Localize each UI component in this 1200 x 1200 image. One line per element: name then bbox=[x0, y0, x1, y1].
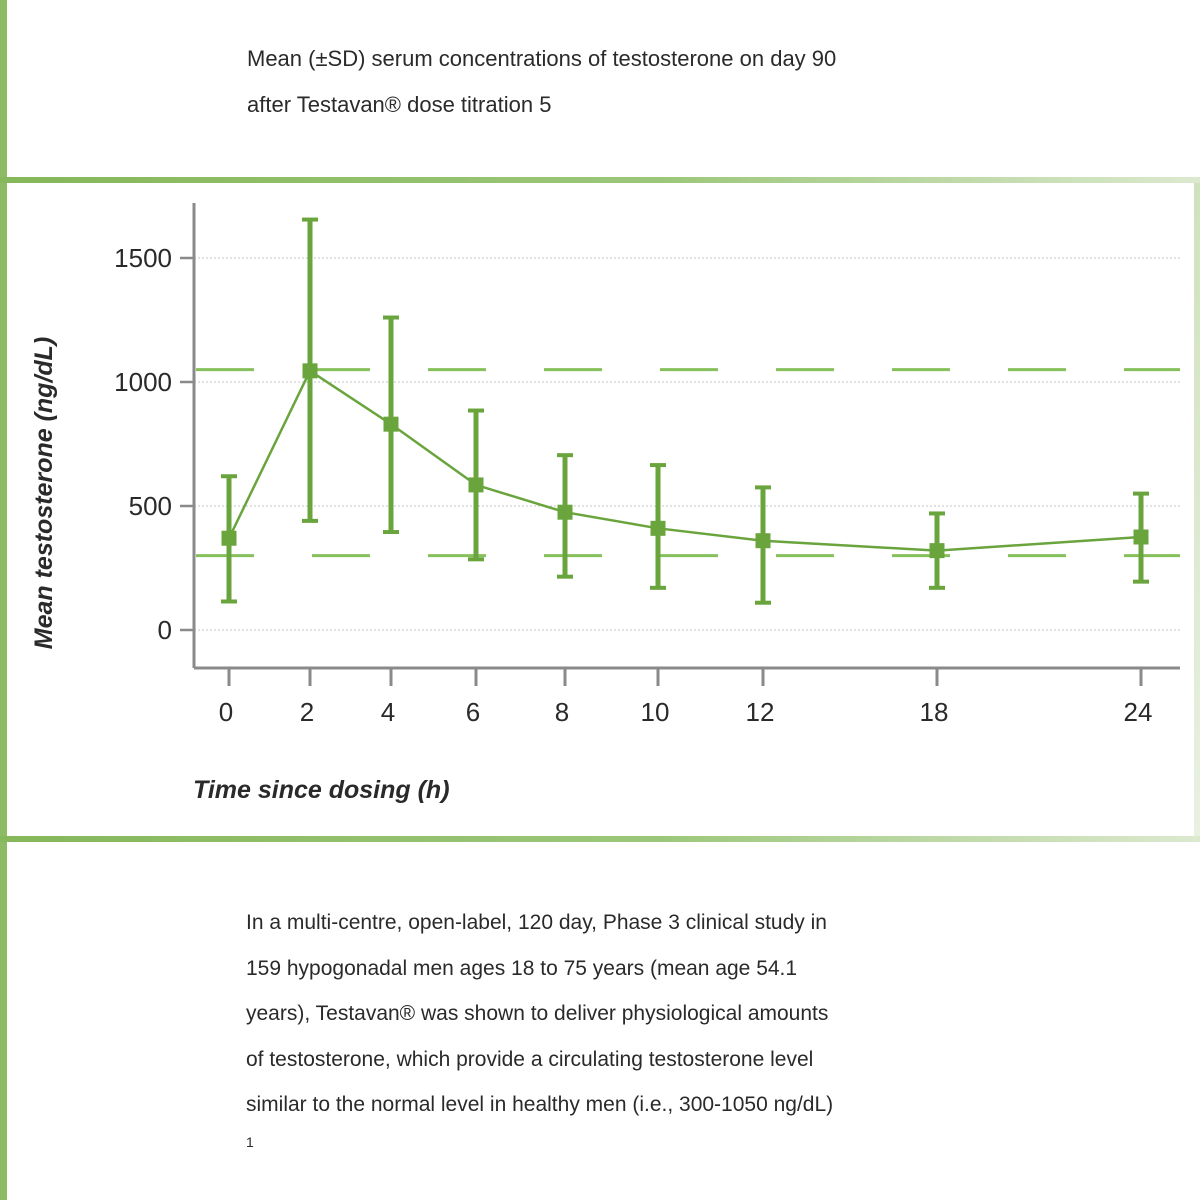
x-tick-label: 12 bbox=[746, 697, 775, 727]
data-point-marker bbox=[302, 363, 318, 379]
frame-left-border bbox=[0, 0, 7, 1200]
body-line: similar to the normal level in healthy m… bbox=[246, 1093, 834, 1116]
footnote-reference: 1 bbox=[246, 1134, 254, 1150]
x-tick-label: 24 bbox=[1124, 697, 1153, 727]
frame-right-border bbox=[1194, 183, 1200, 836]
data-point-marker bbox=[1133, 529, 1149, 545]
caption-line-1: Mean (±SD) serum concentrations of testo… bbox=[247, 46, 837, 71]
study-description: In a multi-centre, open-label, 120 day, … bbox=[246, 900, 966, 1128]
x-tick-label: 0 bbox=[219, 697, 233, 727]
body-line: years), Testavan® was shown to deliver p… bbox=[246, 1002, 829, 1025]
body-line: 159 hypogonadal men ages 18 to 75 years … bbox=[246, 956, 798, 980]
chart-caption: Mean (±SD) serum concentrations of testo… bbox=[247, 36, 1067, 128]
x-tick-label: 6 bbox=[466, 697, 480, 727]
body-line: of testosterone, which provide a circula… bbox=[246, 1047, 814, 1071]
x-tick-label: 4 bbox=[381, 697, 395, 727]
frame-bottom-divider bbox=[0, 836, 1200, 842]
x-tick-label: 18 bbox=[920, 697, 949, 727]
data-point-marker bbox=[468, 477, 484, 493]
y-tick-label: 500 bbox=[129, 491, 172, 521]
data-point-marker bbox=[557, 504, 573, 520]
data-point-marker bbox=[383, 416, 399, 432]
caption-line-2: after Testavan® dose titration 5 bbox=[247, 92, 552, 117]
x-tick-label: 10 bbox=[641, 697, 670, 727]
frame-top-divider bbox=[0, 177, 1200, 183]
x-tick-label: 8 bbox=[555, 697, 569, 727]
y-tick-label: 0 bbox=[158, 615, 172, 645]
data-point-marker bbox=[650, 520, 666, 536]
x-axis-title: Time since dosing (h) bbox=[193, 776, 450, 804]
y-tick-label: 1000 bbox=[114, 367, 172, 397]
x-tick-label: 2 bbox=[300, 697, 314, 727]
data-point-marker bbox=[221, 530, 237, 546]
y-axis-title: Mean testosterone (ng/dL) bbox=[30, 337, 58, 650]
y-tick-label: 1500 bbox=[114, 243, 172, 273]
body-line: In a multi-centre, open-label, 120 day, … bbox=[246, 911, 827, 934]
data-point-marker bbox=[929, 543, 945, 559]
data-point-marker bbox=[755, 533, 771, 549]
series-line bbox=[227, 369, 1142, 552]
